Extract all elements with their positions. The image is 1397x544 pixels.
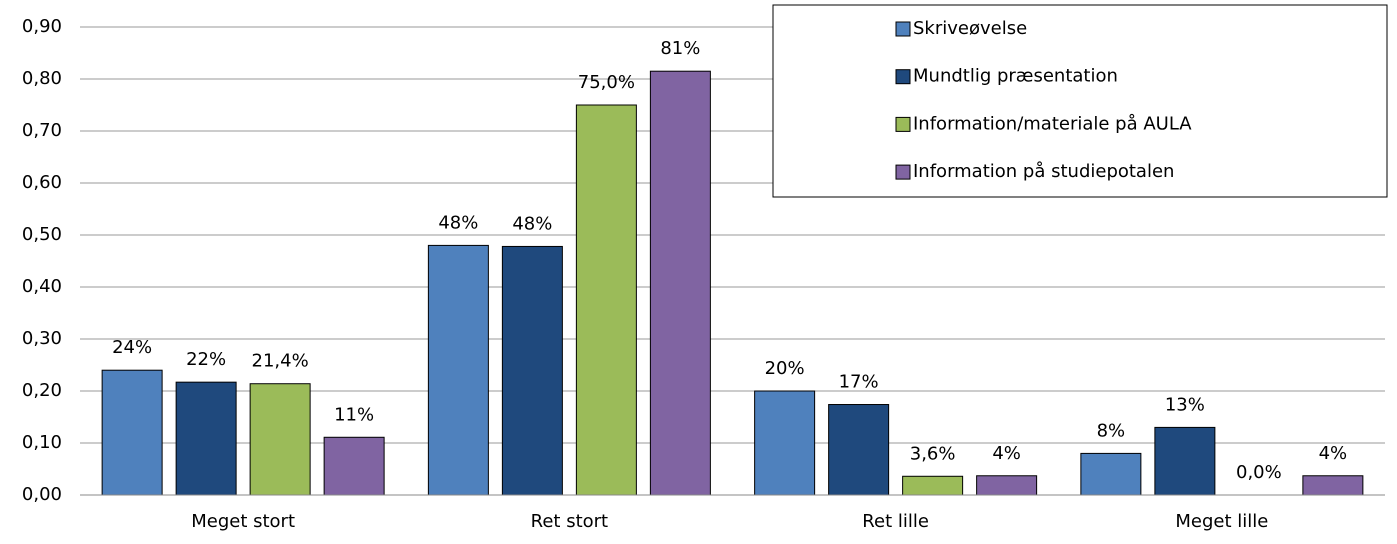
data-label: 4% [1319, 443, 1348, 464]
bar [902, 475, 964, 496]
bar [427, 244, 489, 496]
bar [1080, 452, 1142, 496]
y-tick-label: 0,10 [22, 432, 62, 453]
legend-label: Information på studiepotalen [913, 161, 1174, 182]
data-label: 81% [660, 38, 700, 59]
legend-swatch [895, 116, 911, 132]
y-tick-label: 0,00 [22, 484, 62, 505]
data-label: 22% [186, 349, 226, 370]
bar [649, 70, 711, 496]
data-label: 17% [839, 372, 879, 393]
y-tick-label: 0,60 [22, 172, 62, 193]
legend-swatch [895, 21, 911, 37]
y-tick-label: 0,80 [22, 68, 62, 89]
bar [1302, 475, 1364, 496]
bar [754, 390, 816, 496]
data-label: 48% [512, 213, 552, 234]
data-label: 11% [334, 404, 374, 425]
data-label: 20% [765, 358, 805, 379]
legend-swatch [895, 69, 911, 85]
x-tick-label: Meget lille [1175, 511, 1268, 532]
legend-box [772, 4, 1388, 198]
y-tick-label: 0,30 [22, 328, 62, 349]
x-tick-label: Ret stort [531, 511, 608, 532]
bar [1154, 426, 1216, 496]
legend-label: Skriveøvelse [913, 18, 1027, 39]
bar [501, 245, 563, 496]
data-label: 21,4% [252, 351, 309, 372]
bar [175, 381, 237, 496]
legend-label: Information/materiale på AULA [913, 113, 1192, 134]
data-label: 24% [112, 337, 152, 358]
y-tick-label: 0,50 [22, 224, 62, 245]
y-tick-label: 0,20 [22, 380, 62, 401]
data-label: 48% [438, 212, 478, 233]
bar [828, 404, 890, 496]
y-tick-label: 0,70 [22, 120, 62, 141]
legend-swatch [895, 164, 911, 180]
data-label: 13% [1165, 394, 1205, 415]
data-label: 8% [1097, 420, 1126, 441]
y-tick-label: 0,40 [22, 276, 62, 297]
bar [323, 436, 385, 496]
bar [976, 475, 1038, 496]
bar [249, 383, 311, 496]
x-tick-label: Ret lille [862, 511, 929, 532]
legend-label: Mundtlig præsentation [913, 66, 1118, 87]
bar [101, 369, 163, 496]
data-label: 0,0% [1236, 462, 1282, 483]
data-label: 3,6% [910, 443, 956, 464]
x-tick-label: Meget stort [191, 511, 295, 532]
bar [575, 104, 637, 496]
data-label: 75,0% [578, 72, 635, 93]
data-label: 4% [992, 443, 1021, 464]
y-tick-label: 0,90 [22, 16, 62, 37]
